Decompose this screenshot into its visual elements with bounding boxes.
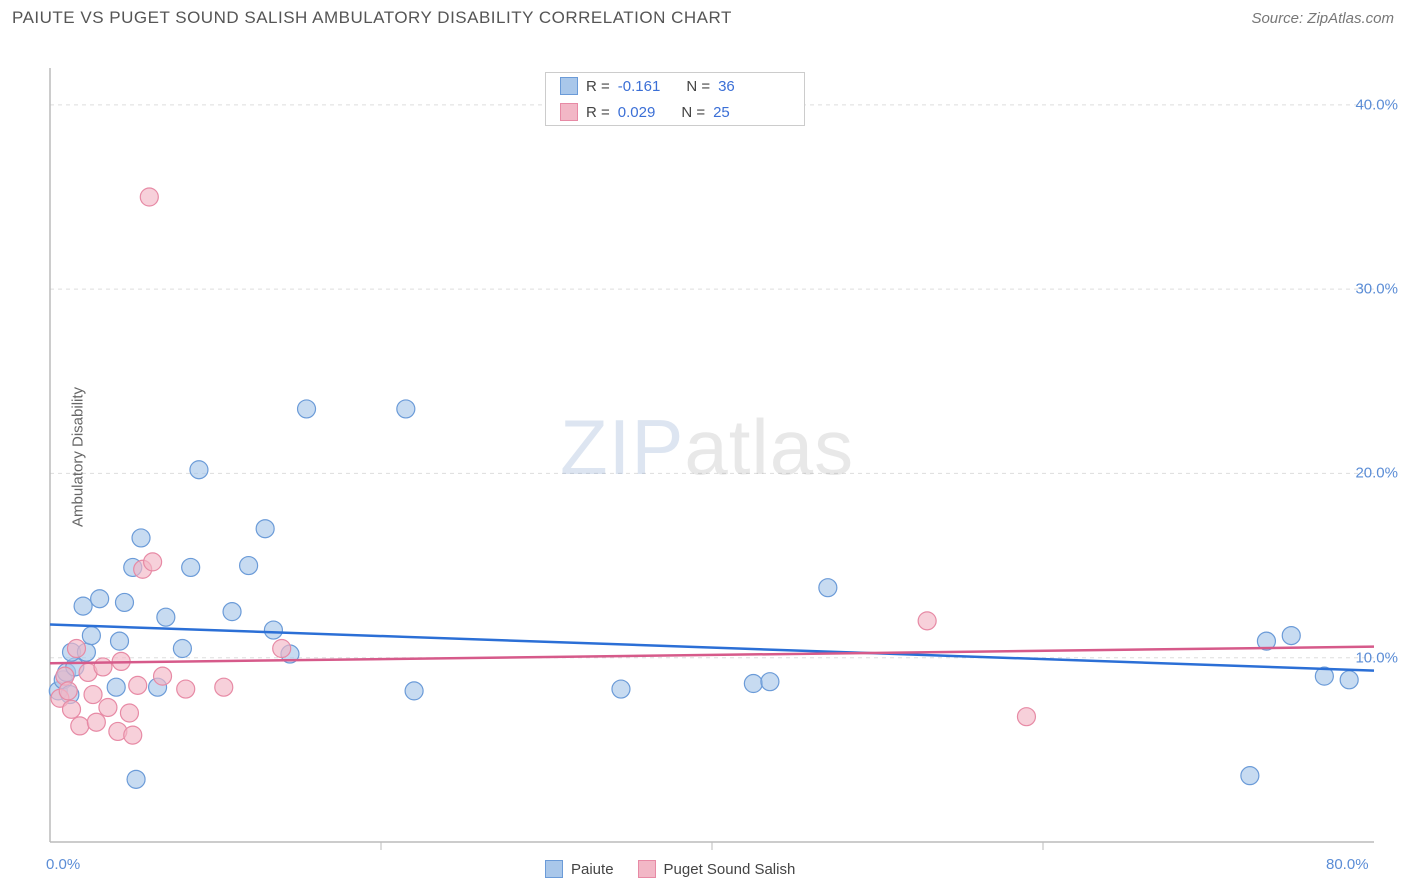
data-point xyxy=(132,529,150,547)
data-point xyxy=(94,658,112,676)
correlation-legend: R = -0.161 N = 36 R = 0.029 N = 25 xyxy=(545,72,805,126)
n-value: 25 xyxy=(713,104,730,121)
data-point xyxy=(140,188,158,206)
data-point xyxy=(129,676,147,694)
r-value: 0.029 xyxy=(618,104,656,121)
data-point xyxy=(173,640,191,658)
data-point xyxy=(120,704,138,722)
data-point xyxy=(761,673,779,691)
source-label: Source: ZipAtlas.com xyxy=(1251,10,1394,27)
y-tick-label: 20.0% xyxy=(1355,465,1398,482)
data-point xyxy=(405,682,423,700)
data-point xyxy=(84,686,102,704)
data-point xyxy=(240,557,258,575)
legend-swatch xyxy=(560,77,578,95)
scatter-chart-svg xyxy=(0,32,1406,892)
data-point xyxy=(127,770,145,788)
data-point xyxy=(819,579,837,597)
data-point xyxy=(190,461,208,479)
y-axis-label: Ambulatory Disability xyxy=(70,387,87,527)
data-point xyxy=(256,520,274,538)
legend-item: Puget Sound Salish xyxy=(638,860,796,878)
r-label: R = xyxy=(586,78,610,95)
data-point xyxy=(744,675,762,693)
r-value: -0.161 xyxy=(618,78,661,95)
y-tick-label: 40.0% xyxy=(1355,96,1398,113)
legend-stat-row: R = -0.161 N = 36 xyxy=(546,73,804,99)
legend-stat-row: R = 0.029 N = 25 xyxy=(546,99,804,125)
data-point xyxy=(1282,627,1300,645)
data-point xyxy=(264,621,282,639)
data-point xyxy=(74,597,92,615)
data-point xyxy=(99,698,117,716)
regression-line xyxy=(50,647,1374,664)
data-point xyxy=(91,590,109,608)
legend-swatch xyxy=(545,860,563,878)
chart-area: Ambulatory Disability 10.0% 20.0% 30.0% 40.… xyxy=(0,32,1406,882)
data-point xyxy=(67,640,85,658)
legend-swatch xyxy=(638,860,656,878)
data-point xyxy=(223,603,241,621)
data-point xyxy=(124,726,142,744)
regression-line xyxy=(50,625,1374,671)
x-tick-label: 0.0% xyxy=(46,856,80,873)
data-point xyxy=(59,682,77,700)
data-point xyxy=(918,612,936,630)
y-tick-label: 30.0% xyxy=(1355,281,1398,298)
data-point xyxy=(177,680,195,698)
data-point xyxy=(1017,708,1035,726)
data-point xyxy=(182,558,200,576)
data-point xyxy=(87,713,105,731)
data-point xyxy=(273,640,291,658)
data-point xyxy=(82,627,100,645)
n-label: N = xyxy=(681,104,705,121)
legend-swatch xyxy=(560,103,578,121)
data-point xyxy=(157,608,175,626)
n-label: N = xyxy=(686,78,710,95)
y-tick-label: 10.0% xyxy=(1355,649,1398,666)
legend-item: Paiute xyxy=(545,860,614,878)
r-label: R = xyxy=(586,104,610,121)
data-point xyxy=(1241,767,1259,785)
data-point xyxy=(144,553,162,571)
data-point xyxy=(63,700,81,718)
x-tick-label: 80.0% xyxy=(1326,856,1369,873)
series-legend: Paiute Puget Sound Salish xyxy=(545,860,795,878)
n-value: 36 xyxy=(718,78,735,95)
data-point xyxy=(115,593,133,611)
legend-label: Paiute xyxy=(571,861,614,878)
data-point xyxy=(298,400,316,418)
data-point xyxy=(397,400,415,418)
data-point xyxy=(612,680,630,698)
data-point xyxy=(1340,671,1358,689)
data-point xyxy=(154,667,172,685)
data-point xyxy=(215,678,233,696)
data-point xyxy=(71,717,89,735)
chart-title: PAIUTE VS PUGET SOUND SALISH AMBULATORY … xyxy=(12,8,732,28)
data-point xyxy=(107,678,125,696)
legend-label: Puget Sound Salish xyxy=(664,861,796,878)
data-point xyxy=(111,632,129,650)
